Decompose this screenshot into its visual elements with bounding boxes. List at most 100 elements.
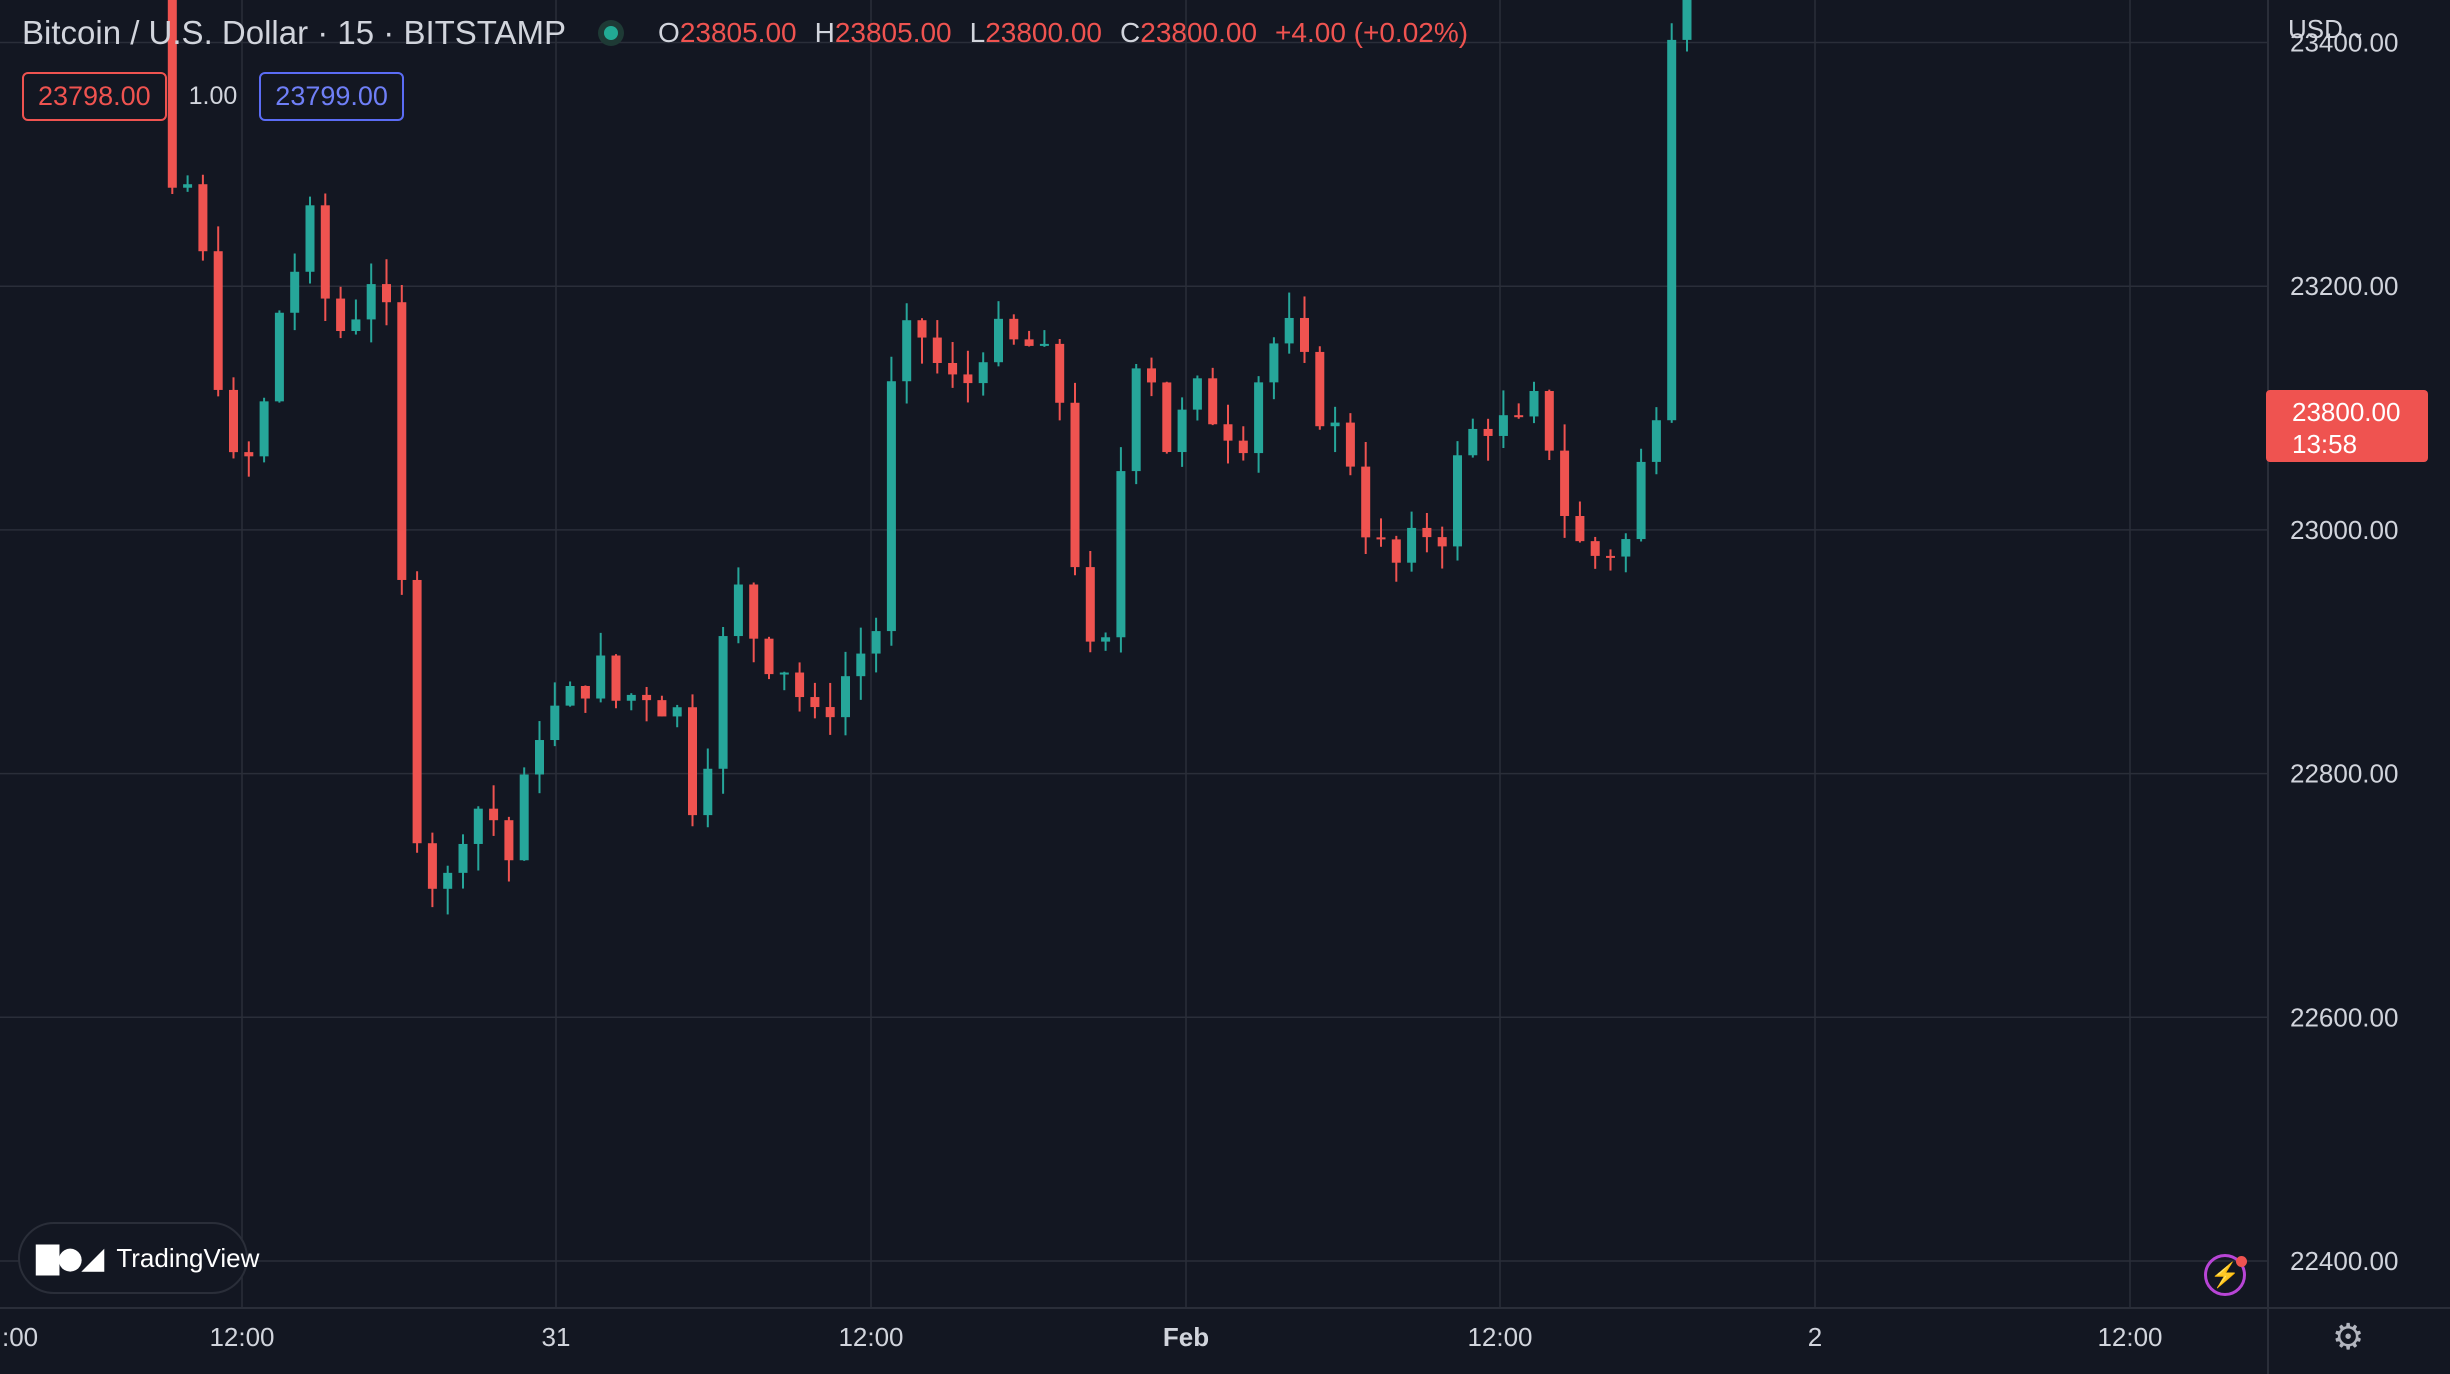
candle-body [1498, 415, 1508, 436]
candle-body [1606, 555, 1615, 558]
candle-body [1590, 541, 1600, 556]
ohlc-values: O23805.00 H23805.00 L23800.00 C23800.00 … [658, 17, 1468, 49]
candle-body [1682, 0, 1692, 40]
candle-body [932, 337, 942, 363]
time-tick-label: 31 [542, 1322, 571, 1352]
tradingview-logo[interactable]: ▇●◢ TradingView [18, 1222, 259, 1294]
candle-body [871, 631, 881, 654]
chart-legend: Bitcoin / U.S. Dollar · 15 · BITSTAMP O2… [22, 14, 1468, 52]
candle-body [718, 636, 728, 769]
low-value: 23800.00 [985, 17, 1103, 48]
candle-body [519, 774, 529, 861]
candle-body [657, 700, 667, 717]
candle-body [1468, 428, 1478, 456]
time-tick-label: Feb [1163, 1322, 1209, 1352]
close-value: 23800.00 [1140, 17, 1258, 48]
symbol-title[interactable]: Bitcoin / U.S. Dollar · 15 · BITSTAMP [22, 14, 567, 51]
candle-body [886, 381, 896, 632]
candle-body [1254, 382, 1264, 454]
candle-body [1407, 527, 1417, 563]
candle-body [489, 808, 499, 821]
time-tick-label: 12:00 [1467, 1322, 1532, 1352]
change-value: +4.00 (+0.02%) [1275, 17, 1469, 48]
candle-body [1529, 391, 1539, 417]
logo-text: TradingView [116, 1242, 260, 1273]
candle-body [626, 694, 636, 701]
candle-body [443, 872, 453, 889]
lightning-icon[interactable]: ⚡ [2204, 1254, 2246, 1296]
bar-countdown: 13:58 [2292, 429, 2358, 459]
candle-body [550, 705, 560, 741]
candle-body [1667, 39, 1677, 421]
currency-menu[interactable]: USD ⌄ [2288, 14, 2365, 45]
candle-body [1162, 382, 1172, 453]
market-open-dot-icon [598, 20, 625, 46]
candle-body [290, 271, 300, 313]
candle-body [1651, 420, 1661, 462]
candle-body [1437, 537, 1447, 547]
time-tick-label: :00 [2, 1322, 38, 1352]
candle-body [1376, 537, 1386, 540]
candle-body [994, 318, 1003, 363]
candle-body [244, 452, 254, 457]
candle-body [1147, 368, 1156, 383]
candle-body [259, 401, 269, 457]
candle-body [733, 584, 743, 637]
candle-body [779, 672, 789, 675]
candle-body [1514, 415, 1524, 418]
candle-body [1284, 317, 1294, 344]
candle-body [749, 584, 759, 639]
chart-grid [0, 0, 2268, 1308]
candle-body [1300, 317, 1309, 352]
candle-body [336, 298, 346, 332]
candle-body [366, 284, 376, 320]
candle-body [703, 768, 713, 816]
candle-body [1391, 539, 1401, 563]
candle-body [1177, 409, 1187, 453]
candle-body [167, 0, 177, 188]
candle-body [1361, 466, 1371, 538]
candle-body [1315, 351, 1325, 427]
candle-body [810, 697, 820, 708]
candle-body [1483, 428, 1493, 436]
candle-body [825, 707, 835, 718]
candle-body [1453, 455, 1462, 547]
buy-button[interactable]: 23799.00 [259, 72, 404, 121]
candle-body [427, 843, 437, 889]
candle-body [213, 251, 223, 390]
candle-body [504, 820, 514, 861]
candle-body [1085, 567, 1095, 642]
candle-body [397, 302, 407, 580]
price-tick-label: 23200.00 [2290, 271, 2398, 301]
candle-body [274, 312, 284, 402]
candle-body [565, 685, 575, 706]
candle-body [183, 184, 193, 188]
candle-body [1208, 378, 1218, 425]
candle-body [1116, 471, 1126, 638]
currency-label: USD [2288, 14, 2343, 44]
gear-icon[interactable]: ⚙ [2332, 1316, 2365, 1357]
candle-body [1238, 440, 1248, 454]
candle-body [305, 205, 315, 272]
candle-body [642, 694, 652, 701]
chevron-down-icon: ⌄ [2350, 22, 2366, 42]
candle-body [351, 319, 361, 332]
high-value: 23805.00 [834, 17, 952, 48]
close-label: C [1120, 17, 1141, 48]
candle-body [198, 184, 208, 252]
candle-body [535, 740, 544, 775]
candle-body [1101, 637, 1111, 642]
candle-body [580, 685, 590, 699]
candle-body [1269, 343, 1279, 383]
candle-body [320, 205, 330, 299]
time-axis: :00 12:00 31 12:00 Feb 12:00 2 12:00 [2, 1322, 2163, 1352]
candle-body [1131, 368, 1141, 472]
time-tick-label: 12:00 [838, 1322, 903, 1352]
price-tick-label: 22400.00 [2290, 1246, 2398, 1276]
candle-body [1330, 422, 1340, 427]
sell-button[interactable]: 23798.00 [22, 72, 167, 121]
time-tick-label: 12:00 [209, 1322, 274, 1352]
candle-body [841, 676, 850, 718]
last-price-value: 23800.00 [2292, 397, 2401, 427]
